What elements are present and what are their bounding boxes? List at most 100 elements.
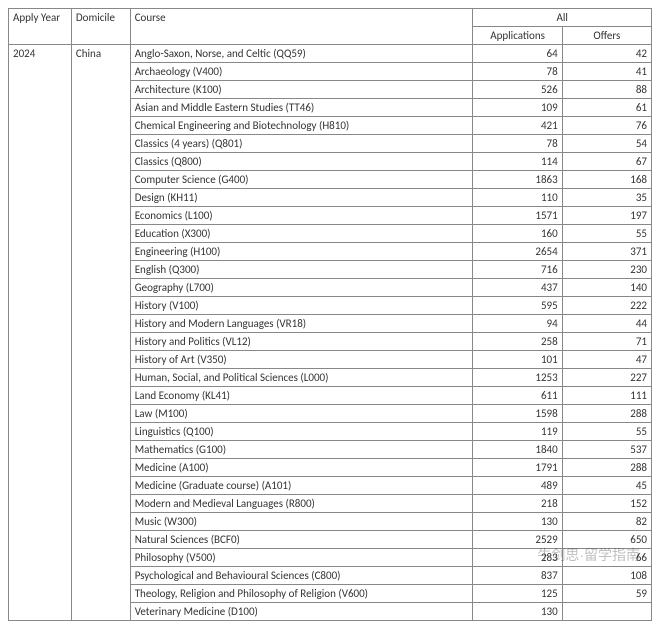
- cell-applications: 1791: [473, 459, 562, 477]
- cell-applications: 218: [473, 495, 562, 513]
- cell-applications: 64: [473, 45, 562, 63]
- cell-applications: 1253: [473, 369, 562, 387]
- cell-course: Theology, Religion and Philosophy of Rel…: [130, 585, 473, 603]
- cell-offers: 44: [562, 315, 651, 333]
- cell-course: Geography (L700): [130, 279, 473, 297]
- cell-offers: 371: [562, 243, 651, 261]
- cell-course: Medicine (Graduate course) (A101): [130, 477, 473, 495]
- cell-course: Music (W300): [130, 513, 473, 531]
- cell-offers: 45: [562, 477, 651, 495]
- cell-course: Asian and Middle Eastern Studies (TT46): [130, 99, 473, 117]
- cell-course: Economics (L100): [130, 207, 473, 225]
- cell-course: History (V100): [130, 297, 473, 315]
- cell-course: Linguistics (Q100): [130, 423, 473, 441]
- cell-applications: 78: [473, 63, 562, 81]
- cell-offers: 55: [562, 225, 651, 243]
- admissions-table: Apply Year Domicile Course All Applicati…: [8, 8, 652, 621]
- cell-applications: 78: [473, 135, 562, 153]
- cell-offers: 222: [562, 297, 651, 315]
- cell-offers: 76: [562, 117, 651, 135]
- cell-course: Classics (Q800): [130, 153, 473, 171]
- header-applications: Applications: [473, 27, 562, 45]
- table-header: Apply Year Domicile Course All Applicati…: [9, 9, 652, 45]
- cell-applications: 125: [473, 585, 562, 603]
- cell-offers: 41: [562, 63, 651, 81]
- table-row: 2024ChinaAnglo-Saxon, Norse, and Celtic …: [9, 45, 652, 63]
- cell-applications: 258: [473, 333, 562, 351]
- cell-applications: 160: [473, 225, 562, 243]
- cell-offers: 71: [562, 333, 651, 351]
- cell-course: Archaeology (V400): [130, 63, 473, 81]
- cell-applications: 437: [473, 279, 562, 297]
- cell-offers: 537: [562, 441, 651, 459]
- cell-applications: 526: [473, 81, 562, 99]
- cell-course: Natural Sciences (BCF0): [130, 531, 473, 549]
- cell-course: Veterinary Medicine (D100): [130, 603, 473, 621]
- cell-applications: 119: [473, 423, 562, 441]
- cell-course: Land Economy (KL41): [130, 387, 473, 405]
- cell-applications: 716: [473, 261, 562, 279]
- cell-applications: 2654: [473, 243, 562, 261]
- cell-course: Education (X300): [130, 225, 473, 243]
- header-all: All: [473, 9, 652, 27]
- cell-course: Engineering (H100): [130, 243, 473, 261]
- cell-course: Medicine (A100): [130, 459, 473, 477]
- cell-applications: 130: [473, 513, 562, 531]
- header-apply-year: Apply Year: [9, 9, 72, 45]
- cell-apply-year: 2024: [9, 45, 72, 621]
- header-domicile: Domicile: [71, 9, 130, 45]
- cell-offers: 54: [562, 135, 651, 153]
- cell-offers: 168: [562, 171, 651, 189]
- cell-course: Design (KH11): [130, 189, 473, 207]
- table-body: 2024ChinaAnglo-Saxon, Norse, and Celtic …: [9, 45, 652, 621]
- cell-offers: 66: [562, 549, 651, 567]
- cell-applications: 2529: [473, 531, 562, 549]
- cell-course: Mathematics (G100): [130, 441, 473, 459]
- cell-applications: 1863: [473, 171, 562, 189]
- cell-applications: 114: [473, 153, 562, 171]
- cell-offers: 42: [562, 45, 651, 63]
- cell-offers: 88: [562, 81, 651, 99]
- cell-offers: 227: [562, 369, 651, 387]
- cell-course: Psychological and Behavioural Sciences (…: [130, 567, 473, 585]
- cell-offers: [562, 603, 651, 621]
- cell-course: Philosophy (V500): [130, 549, 473, 567]
- cell-applications: 837: [473, 567, 562, 585]
- cell-offers: 47: [562, 351, 651, 369]
- cell-course: History and Politics (VL12): [130, 333, 473, 351]
- cell-course: Human, Social, and Political Sciences (L…: [130, 369, 473, 387]
- cell-offers: 67: [562, 153, 651, 171]
- cell-offers: 140: [562, 279, 651, 297]
- cell-course: Modern and Medieval Languages (R800): [130, 495, 473, 513]
- cell-offers: 35: [562, 189, 651, 207]
- cell-applications: 421: [473, 117, 562, 135]
- cell-applications: 94: [473, 315, 562, 333]
- cell-offers: 108: [562, 567, 651, 585]
- cell-applications: 595: [473, 297, 562, 315]
- cell-course: History of Art (V350): [130, 351, 473, 369]
- cell-offers: 288: [562, 459, 651, 477]
- cell-offers: 152: [562, 495, 651, 513]
- cell-course: Law (M100): [130, 405, 473, 423]
- cell-offers: 650: [562, 531, 651, 549]
- cell-domicile: China: [71, 45, 130, 621]
- cell-course: Architecture (K100): [130, 81, 473, 99]
- cell-course: English (Q300): [130, 261, 473, 279]
- cell-offers: 230: [562, 261, 651, 279]
- cell-offers: 82: [562, 513, 651, 531]
- cell-course: Anglo-Saxon, Norse, and Celtic (QQ59): [130, 45, 473, 63]
- cell-offers: 288: [562, 405, 651, 423]
- cell-applications: 110: [473, 189, 562, 207]
- cell-offers: 197: [562, 207, 651, 225]
- cell-applications: 489: [473, 477, 562, 495]
- cell-applications: 101: [473, 351, 562, 369]
- cell-offers: 61: [562, 99, 651, 117]
- header-course: Course: [130, 9, 473, 45]
- cell-course: History and Modern Languages (VR18): [130, 315, 473, 333]
- cell-course: Computer Science (G400): [130, 171, 473, 189]
- cell-offers: 111: [562, 387, 651, 405]
- cell-course: Chemical Engineering and Biotechnology (…: [130, 117, 473, 135]
- cell-applications: 283: [473, 549, 562, 567]
- cell-offers: 55: [562, 423, 651, 441]
- cell-applications: 109: [473, 99, 562, 117]
